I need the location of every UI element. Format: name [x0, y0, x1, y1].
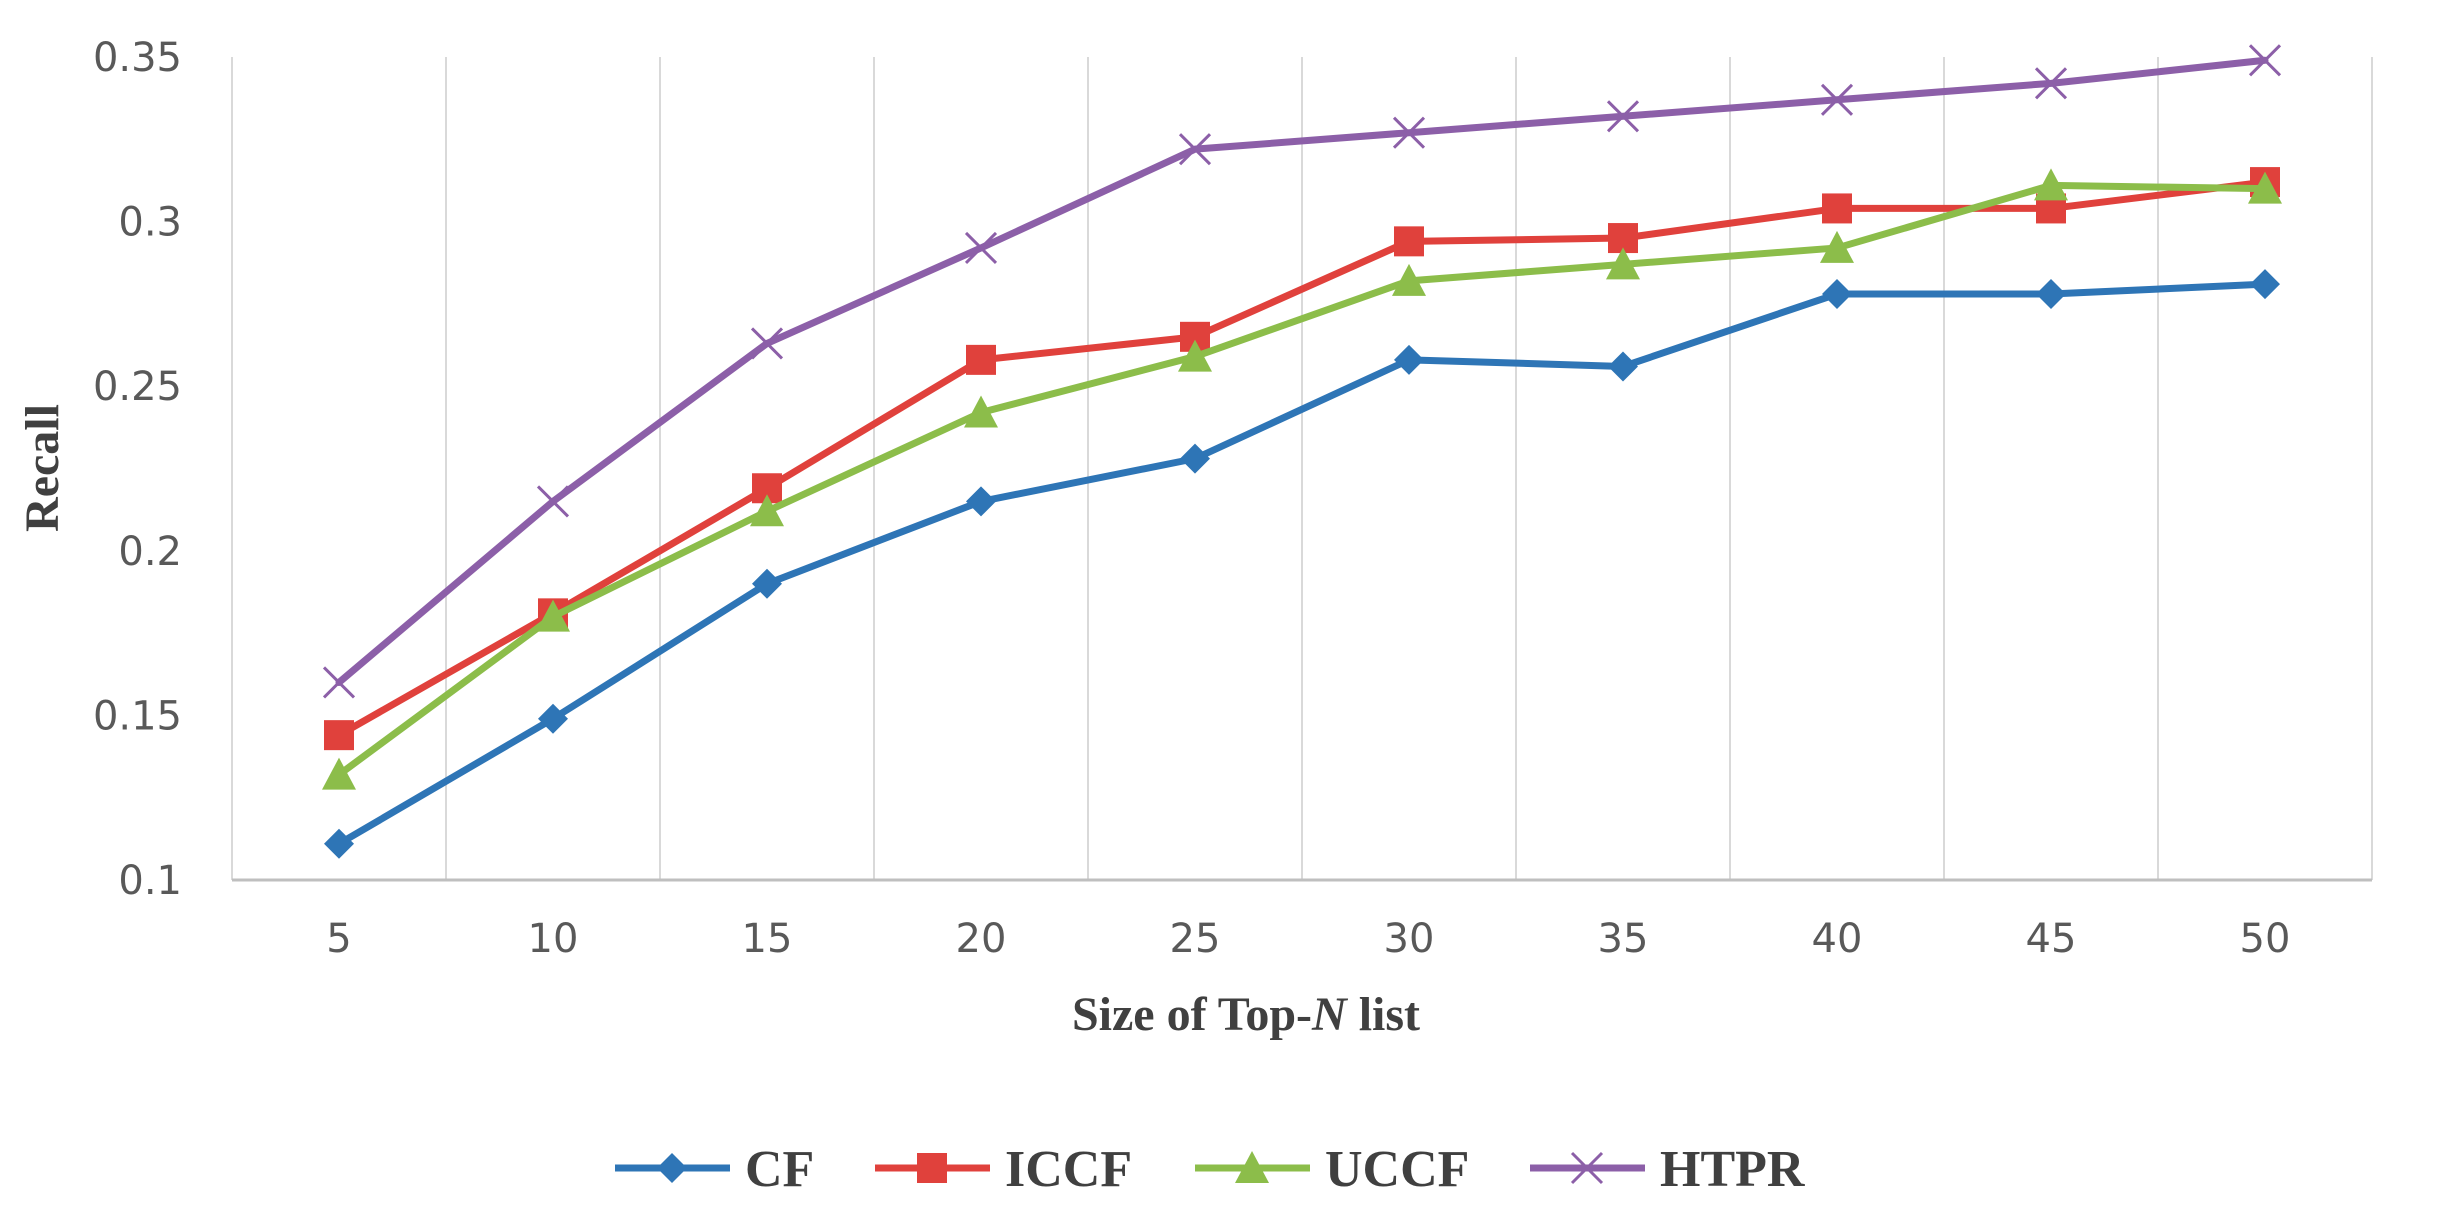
- data-point: [1820, 230, 1854, 263]
- x-marker-stroke: [2248, 44, 2282, 77]
- x-tick-label: 50: [2240, 916, 2291, 962]
- x-marker-stroke: [1820, 83, 1854, 116]
- gridlines: [231, 57, 2373, 880]
- series-line: [335, 178, 2269, 739]
- series-line: [335, 181, 2269, 779]
- data-point: [2250, 269, 2280, 300]
- data-point: [917, 1153, 947, 1183]
- x-axis-title-prefix: Size of Top-: [1072, 988, 1312, 1041]
- x-marker-stroke: [1392, 116, 1426, 149]
- data-point: [2034, 168, 2068, 201]
- x-tick-label: 45: [2026, 916, 2077, 962]
- x-marker-stroke: [750, 327, 784, 360]
- data-point: [1392, 116, 1426, 149]
- legend-label: UCCF: [1325, 1141, 1469, 1198]
- data-point: [1394, 226, 1424, 257]
- data-point: [1820, 83, 1854, 116]
- x-tick-label: 10: [528, 916, 579, 962]
- data-point: [1606, 100, 1640, 133]
- x-marker-stroke: [322, 666, 356, 699]
- data-point: [657, 1153, 687, 1183]
- data-point: [1180, 443, 1210, 474]
- data-point: [966, 344, 996, 375]
- data-point: [536, 485, 570, 518]
- x-marker-stroke: [1606, 100, 1640, 133]
- series-line: [335, 280, 2269, 848]
- legend-item-iccf: ICCF: [875, 1141, 1132, 1198]
- x-marker-stroke: [1570, 1151, 1604, 1185]
- data-point: [2248, 171, 2282, 204]
- legend-item-cf: CF: [615, 1141, 814, 1198]
- y-tick-label: 0.15: [93, 693, 182, 739]
- x-marker-stroke: [1178, 133, 1212, 166]
- data-point: [536, 599, 570, 632]
- x-marker-stroke: [2034, 67, 2068, 100]
- data-point: [322, 757, 356, 790]
- data-point: [750, 327, 784, 360]
- x-tick-label: 20: [956, 916, 1007, 962]
- legend-item-htpr: HTPR: [1530, 1141, 1806, 1198]
- legend-label: CF: [745, 1141, 814, 1198]
- data-point: [1822, 279, 1852, 310]
- tick-labels: 5 10 15 20 25 30 35 40 45 50 0.1 0.15 0.2 0.25 0.3 0.35: [93, 35, 2291, 962]
- data-point: [964, 395, 998, 428]
- data-point: [324, 828, 354, 859]
- legend-item-uccf: UCCF: [1195, 1141, 1469, 1198]
- x-axis-title-italic: N: [1311, 988, 1349, 1041]
- series-lines: [322, 44, 2282, 859]
- series-cf: [324, 269, 2280, 859]
- data-point: [1570, 1151, 1604, 1185]
- legend-label: HTPR: [1660, 1141, 1806, 1198]
- y-tick-label: 0.35: [93, 35, 182, 81]
- data-point: [1608, 351, 1638, 382]
- data-point: [2248, 44, 2282, 77]
- x-tick-label: 40: [1812, 916, 1863, 962]
- x-tick-label: 30: [1384, 916, 1435, 962]
- x-axis-title: Size of Top-N list: [1072, 988, 1420, 1041]
- data-point: [1822, 193, 1852, 224]
- x-tick-label: 5: [326, 916, 351, 962]
- data-point: [1394, 344, 1424, 375]
- data-point: [1606, 247, 1640, 280]
- data-point: [2034, 67, 2068, 100]
- data-point: [1392, 263, 1426, 296]
- x-tick-label: 35: [1598, 916, 1649, 962]
- data-point: [750, 494, 784, 527]
- legend-label: ICCF: [1005, 1141, 1132, 1198]
- data-point: [1178, 339, 1212, 372]
- x-tick-label: 15: [742, 916, 793, 962]
- series-uccf: [322, 168, 2282, 790]
- y-tick-label: 0.25: [93, 364, 182, 410]
- y-tick-label: 0.2: [118, 529, 182, 575]
- data-point: [964, 231, 998, 264]
- x-marker-stroke: [536, 485, 570, 518]
- y-axis-title: Recall: [16, 404, 69, 532]
- data-point: [1178, 133, 1212, 166]
- data-point: [538, 703, 568, 734]
- y-tick-label: 0.3: [118, 200, 182, 246]
- series-line: [335, 56, 2269, 686]
- data-point: [1235, 1151, 1269, 1183]
- data-point: [752, 568, 782, 599]
- data-point: [966, 486, 996, 517]
- x-tick-label: 25: [1170, 916, 1221, 962]
- x-axis-title-suffix: list: [1347, 988, 1420, 1041]
- data-point: [324, 720, 354, 751]
- y-tick-label: 0.1: [118, 858, 182, 904]
- x-marker-stroke: [964, 231, 998, 264]
- series-htpr: [322, 44, 2282, 699]
- legend: CF ICCF UCCF HTPR: [615, 1141, 1806, 1198]
- data-point: [2036, 279, 2066, 310]
- data-point: [322, 666, 356, 699]
